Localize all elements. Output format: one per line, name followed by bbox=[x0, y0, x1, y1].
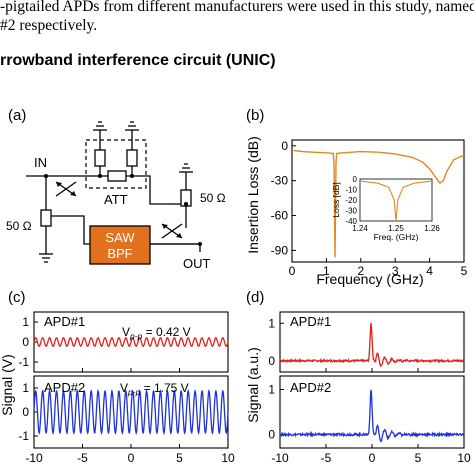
panel-c-annotation-apd2: Vp-p = 1.75 V bbox=[120, 381, 189, 397]
panel-d-ylabel: Signal (a.u.) bbox=[245, 347, 261, 422]
panel-b-inset-axes: 1.24 1.25 1.26 0 -10-20 -30-40 bbox=[345, 175, 440, 233]
panel-c-ytick-label: 0 bbox=[22, 405, 29, 419]
panel-b-xtick-label: 1 bbox=[323, 264, 330, 278]
panel-a: (a) IN OUT ATT 50 Ω 50 Ω bbox=[6, 107, 226, 271]
panel-b-inset-xtick-label: 1.25 bbox=[388, 224, 404, 233]
panel-d-ytick-label: 1 bbox=[268, 316, 275, 330]
panel-b-frame bbox=[291, 139, 465, 263]
att-label: ATT bbox=[104, 192, 128, 207]
panel-c-series-apd1 bbox=[33, 337, 229, 347]
panel-b-xtick-label: 0 bbox=[289, 264, 296, 278]
panel-b: (b) Insertion Loss (dB) Frequency (GHz) … bbox=[245, 107, 468, 287]
panel-d-xtick-label: -10 bbox=[271, 451, 289, 465]
panel-c: (c) Signal (V) 10-110-1-10 -5 0 5 10 APD#1 A… bbox=[0, 289, 235, 465]
panel-b-xtick-label: 4 bbox=[426, 264, 433, 278]
res-right-label: 50 Ω bbox=[200, 191, 226, 205]
out-label: OUT bbox=[183, 256, 211, 271]
intro-line-1: -pigtailed APDs from different manufactu… bbox=[0, 0, 474, 15]
panel-d-label: (d) bbox=[246, 289, 264, 306]
panel-c-annotation-apd1: Vp-p = 0.42 V bbox=[122, 325, 191, 341]
panel-c-axes: 10-110-1-10 -5 0 5 10 bbox=[18, 311, 235, 465]
panel-b-inset-ylabel: Loss [dB] bbox=[331, 182, 341, 217]
panel-a-label: (a) bbox=[8, 107, 26, 124]
panel-c-ytick-label: 1 bbox=[22, 381, 29, 395]
panel-b-inset-ytick-label: 0 bbox=[353, 175, 358, 184]
panel-b-ytick-label: -90 bbox=[271, 243, 289, 257]
panel-d-series-apd1 bbox=[279, 322, 465, 368]
panel-b-inset-ytick-label: -10 bbox=[345, 186, 357, 195]
panel-c-ylabel: Signal (V) bbox=[0, 354, 15, 415]
panel-b-series-line bbox=[293, 149, 465, 258]
crossover-arrows bbox=[56, 182, 182, 238]
panel-b-xtick-label: 5 bbox=[461, 264, 468, 278]
panel-c-xtick-label: -10 bbox=[25, 451, 43, 465]
panel-d-legend-apd2: APD#2 bbox=[290, 380, 331, 395]
panel-c-legend-apd2: APD#2 bbox=[44, 380, 85, 395]
saw-bpf-block bbox=[89, 225, 151, 265]
panel-b-inset-ytick-label: -30 bbox=[345, 207, 357, 216]
ground-symbols bbox=[39, 121, 193, 263]
panel-b-xlabel: Frequency (GHz) bbox=[316, 271, 423, 287]
panel-c-xtick-label: 5 bbox=[176, 451, 183, 465]
panel-c-ytick-label: 0 bbox=[22, 335, 29, 349]
circuit-nodes bbox=[44, 174, 202, 246]
panel-b-inset-xtick-label: 1.24 bbox=[352, 224, 368, 233]
panel-c-xtick-label: -5 bbox=[77, 451, 88, 465]
panel-c-ytick-label: 1 bbox=[22, 315, 29, 329]
panel-b-xtick-label: 2 bbox=[357, 264, 364, 278]
panel-b-ytick-label: 0 bbox=[281, 139, 288, 153]
bpf-label: BPF bbox=[107, 246, 132, 261]
panel-d-xtick-label: 0 bbox=[369, 451, 376, 465]
att-box bbox=[85, 139, 147, 189]
panel-c-series-apd2 bbox=[33, 388, 229, 436]
panel-d-xtick-label: -5 bbox=[321, 451, 332, 465]
section-title: rrowband interference circuit (UNIC) bbox=[0, 52, 276, 69]
panel-d-legend-apd1: APD#1 bbox=[290, 314, 331, 329]
panel-d-xtick-label: 5 bbox=[415, 451, 422, 465]
panel-c-legend-apd1: APD#1 bbox=[44, 314, 85, 329]
saw-label: SAW bbox=[105, 230, 135, 245]
panel-b-ytick-label: -60 bbox=[271, 209, 289, 223]
in-label: IN bbox=[34, 155, 47, 170]
panel-d-ytick-label: 1 bbox=[268, 383, 275, 397]
intro-line-2: #2 respectively. bbox=[0, 17, 98, 34]
panel-d-ytick-label: 0 bbox=[268, 354, 275, 368]
panel-b-inset-frame bbox=[359, 178, 433, 222]
panel-b-label: (b) bbox=[246, 107, 264, 124]
panel-c-ytick-label: -1 bbox=[18, 355, 29, 369]
panel-b-axes: 0 1 2 3 4 5 0 -30 -60 -90 bbox=[271, 139, 468, 278]
panel-b-xtick-label: 3 bbox=[392, 264, 399, 278]
panel-b-inset-line bbox=[359, 180, 433, 222]
panel-c-xtick-label: 10 bbox=[221, 451, 235, 465]
panel-c-xtick-label: 0 bbox=[128, 451, 135, 465]
panel-b-ylabel: Insertion Loss (dB) bbox=[245, 136, 261, 254]
panel-d-xtick-label: 10 bbox=[457, 451, 471, 465]
res-left-label: 50 Ω bbox=[6, 219, 32, 233]
panel-b-inset-xlabel: Freq. (GHz) bbox=[374, 232, 419, 242]
panel-d-series-apd2 bbox=[279, 389, 465, 443]
panel-b-inset-ytick-label: -40 bbox=[345, 217, 357, 226]
panel-b-inset-ytick-label: -20 bbox=[345, 196, 357, 205]
panel-b-ytick-label: -30 bbox=[271, 174, 289, 188]
panel-c-label: (c) bbox=[8, 289, 26, 306]
panel-d-ytick-label: 0 bbox=[268, 428, 275, 442]
panel-c-ytick-label: -1 bbox=[18, 429, 29, 443]
panel-b-inset-xtick-label: 1.26 bbox=[424, 224, 440, 233]
